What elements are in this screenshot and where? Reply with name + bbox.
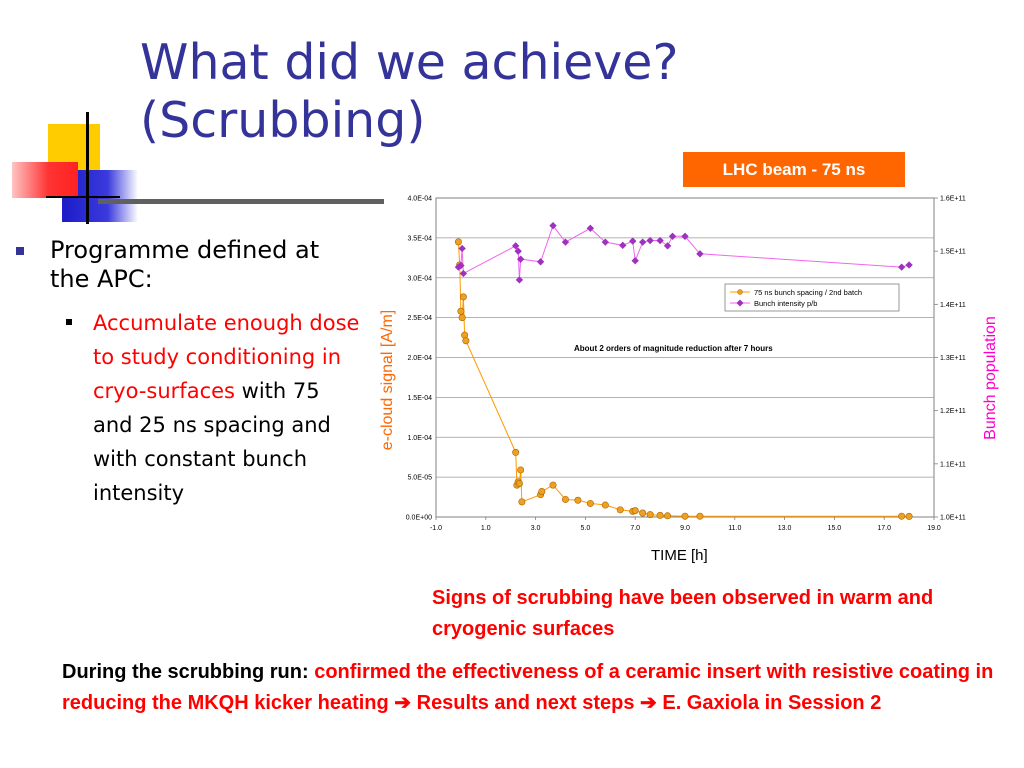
footer-text-3: E. Gaxiola in Session 2 [656,692,882,714]
bunch-point [905,261,913,269]
y-tick-labels: 0.0E+00 5.0E-05 1.0E-04 1.5E-04 2.0E-04 2.5E-… [406,196,432,522]
sub-bullet-red-text: Accumulate enough dose to study conditio… [93,311,360,403]
y2-tick-label: 1.3E+11 [940,355,966,362]
square-bullet-icon [16,247,24,255]
ecloud-point [616,506,624,514]
legend-marker-bunch [736,299,744,307]
bunch-point [638,238,647,246]
ecloud-point [586,499,594,507]
y-tick-label: 2.5E-04 [407,315,432,322]
deco-vertical-line [86,112,89,224]
legend-box [724,283,900,312]
footer-text-2: Results and next steps [411,692,641,714]
legend-label-bunch: Bunch intensity p/b [754,299,817,308]
bunch-point [629,237,637,245]
ecloud-point [538,487,546,495]
x-axis-label: TIME [h] [651,547,708,564]
y-tick-label: 1.0E-04 [407,435,432,442]
deco-red-square [12,162,78,198]
title-line-2: (Scrubbing) [140,92,426,149]
footer-lead: During the scrubbing run: [62,661,315,683]
scrubbing-caption: Signs of scrubbing have been observed in… [432,587,934,640]
title-line-1: What did we achieve? [140,34,679,91]
ecloud-point [656,511,664,519]
sub-bullet-accumulate: Accumulate enough dose to study conditio… [16,306,361,510]
bunch-point [656,236,664,245]
ecloud-point [646,511,654,519]
y-tick-label: 3.0E-04 [407,275,432,282]
y2-tick-label: 1.4E+11 [940,302,966,309]
legend-marker-ecloud [737,289,743,295]
deco-horizontal-line [46,196,120,198]
ecloud-point [898,512,906,520]
legend-label-ecloud: 75 ns bunch spacing / 2nd batch [754,288,862,297]
y-tick-label: 1.5E-04 [407,395,432,402]
y-tick-label: 4.0E-04 [407,196,432,203]
arrow-right-icon: ➔ [394,692,412,714]
bunch-point [549,221,557,230]
ecloud-point [561,495,569,503]
ecloud-point [601,501,609,509]
chart-legend: 75 ns bunch spacing / 2nd batch Bunch in… [724,283,900,312]
ecloud-point [681,512,689,520]
y2-tick-label: 1.1E+11 [940,461,966,468]
x-tick-label: 19.0 [927,525,941,532]
y-tick-label: 3.5E-04 [407,235,432,242]
footer-text-1: confirmed the effectiveness of a ceramic… [62,661,994,714]
bunch-point [536,258,545,266]
x-tick-label: 13.0 [778,525,792,532]
scrubbing-chart: -1.0 1.0 3.0 5.0 7.0 9.0 11.0 13.0 15.0 17.0 19.0 … [406,196,966,533]
ecloud-point [457,307,465,315]
x-tick-label: 1.0 [481,525,491,532]
ecloud-point [459,293,467,301]
x-tick-label: 17.0 [877,525,891,532]
ecloud-point [574,496,582,504]
ecloud-point [515,480,523,488]
y-tick-label: 0.0E+00 [406,515,432,522]
bullet-list: Programme defined at the APC: Accumulate… [16,236,361,510]
ecloud-point [549,481,557,489]
y2-axis-label: Bunch population [982,316,999,440]
y2-tick-label: 1.5E+11 [940,249,966,256]
x-tick-label: 5.0 [581,525,591,532]
footer-note: During the scrubbing run: confirmed the … [62,657,1012,719]
x-tick-label: 9.0 [680,525,690,532]
ecloud-point [696,512,704,520]
y2-tick-labels: 1.0E+11 1.1E+11 1.2E+11 1.3E+11 1.4E+11 1.5E+… [940,196,966,522]
chart-annotation: About 2 orders of magnitude reduction af… [574,344,773,353]
ecloud-point [458,314,466,322]
ecloud-point [639,509,647,517]
title-rule [98,199,384,204]
ecloud-point [631,507,639,515]
y-axis-label: e-cloud signal [A/m] [379,309,396,451]
small-square-bullet-icon [66,319,72,325]
x-tick-label: -1.0 [430,525,442,532]
lhc-beam-badge: LHC beam - 75 ns [683,152,905,187]
x-tick-label: 11.0 [728,525,741,532]
ecloud-point [512,448,520,456]
bunch-point [515,276,524,284]
bullet-programme-text: Programme defined at the APC: [50,236,320,293]
arrow-right-icon: ➔ [640,692,657,714]
ecloud-point [664,512,672,520]
y2-tick-label: 1.6E+11 [940,196,966,203]
bullet-programme: Programme defined at the APC: [16,236,361,294]
y-tick-label: 2.0E-04 [407,355,432,362]
ecloud-point [517,466,525,474]
ecloud-point [462,337,470,345]
bunch-point [516,255,525,263]
x-tick-labels: -1.0 1.0 3.0 5.0 7.0 9.0 11.0 13.0 15.0 17.0 19.0 [430,525,941,532]
bunch-point [457,261,465,270]
sub-bullet-black-text: with 75 and 25 ns spacing and with const… [93,379,331,505]
ecloud-point [454,238,462,246]
x-tick-label: 15.0 [828,525,842,532]
x-tick-label: 7.0 [630,525,640,532]
y2-tick-label: 1.2E+11 [940,408,966,415]
ecloud-point [518,498,526,506]
ecloud-point [905,512,913,520]
y2-tick-label: 1.0E+11 [940,515,966,522]
y-tick-label: 5.0E-05 [407,475,432,482]
slide-title: What did we achieve? (Scrubbing) [140,34,678,150]
x-tick-label: 3.0 [531,525,541,532]
